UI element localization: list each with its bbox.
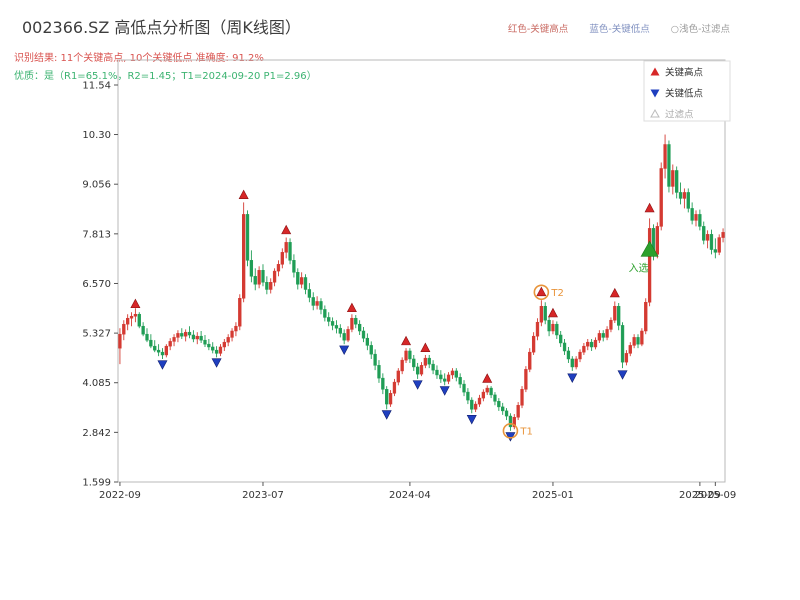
plot-frame — [117, 59, 726, 483]
legend-key-low-icon — [650, 89, 660, 98]
svg-text:2022-09: 2022-09 — [99, 490, 141, 501]
key-high-icon — [281, 224, 292, 235]
svg-text:10.30: 10.30 — [82, 130, 111, 141]
key-high-icon — [238, 189, 249, 200]
key-high-icon — [401, 335, 412, 346]
svg-text:2025-09: 2025-09 — [694, 490, 736, 501]
key-low-icon — [466, 415, 477, 425]
svg-text:9.056: 9.056 — [82, 180, 111, 191]
candles — [118, 134, 725, 431]
key-low-markers — [157, 345, 628, 442]
svg-text:7.813: 7.813 — [82, 229, 111, 240]
svg-text:6.570: 6.570 — [82, 279, 111, 290]
svg-text:1.599: 1.599 — [82, 478, 111, 489]
legend-key-low-label: 蓝色-关键低点 — [589, 24, 650, 35]
key-high-icon — [482, 373, 493, 383]
svg-text:11.54: 11.54 — [82, 81, 111, 92]
annotation-circle-icon — [533, 284, 550, 301]
legend-item-label: 关键低点 — [665, 88, 704, 100]
key-low-icon — [439, 386, 450, 396]
annotation-label: T2 — [550, 288, 563, 299]
annotations: T1 T2 入选 — [502, 240, 659, 439]
key-high-icon — [536, 286, 547, 297]
x-axis: 2022-09 2023-07 2024-04 2025-01 2025-092025-… — [99, 482, 736, 501]
header-legend: 红色-关键高点 蓝色-关键低点 ○浅色-过滤点 — [490, 21, 730, 35]
page-title: 002366.SZ 高低点分析图（周K线图） — [22, 18, 301, 37]
key-high-icon — [644, 202, 655, 213]
key-low-icon — [339, 345, 350, 356]
annotation-circle-icon — [502, 423, 519, 439]
svg-text:2025-09: 2025-09 — [679, 490, 721, 501]
legend-filtered-label: ○浅色-过滤点 — [670, 24, 730, 35]
key-high-icon — [420, 342, 431, 352]
svg-text:2024-04: 2024-04 — [389, 490, 431, 501]
legend-item-label: 过滤点 — [665, 109, 694, 121]
key-high-icon — [547, 307, 558, 318]
y-axis: 11.54 10.30 9.056 7.813 6.570 5.327 4.085 2.842… — [82, 81, 118, 489]
key-low-icon — [211, 358, 222, 368]
legend-item-label: 关键高点 — [665, 67, 704, 79]
key-low-icon — [412, 380, 423, 390]
legend-filtered-icon — [650, 108, 660, 118]
svg-text:2023-07: 2023-07 — [242, 490, 284, 501]
recognition-result-line: 识别结果: 11个关键高点, 10个关键低点 准确度: 91.2% — [14, 53, 264, 64]
key-low-icon — [157, 360, 168, 370]
legend-key-high-icon — [650, 67, 660, 76]
key-low-icon — [617, 370, 628, 380]
svg-text:4.085: 4.085 — [82, 378, 111, 389]
key-low-icon — [567, 373, 578, 383]
key-high-icon — [130, 298, 141, 309]
key-high-markers — [130, 189, 655, 383]
entry-triangle-icon — [640, 240, 659, 257]
annotation-label: T1 — [519, 426, 532, 437]
entry-label: 入选 — [629, 261, 649, 274]
key-high-icon — [609, 287, 620, 298]
legend-key-high-label: 红色-关键高点 — [507, 24, 569, 35]
svg-text:2.842: 2.842 — [82, 428, 111, 439]
quality-line: 优质：是（R1=65.1%，R2=1.45；T1=2024-09-20 P1=2… — [14, 71, 317, 82]
key-high-icon — [346, 302, 357, 313]
svg-text:5.327: 5.327 — [82, 329, 111, 340]
key-low-icon — [381, 410, 392, 420]
svg-text:2025-01: 2025-01 — [532, 490, 574, 501]
